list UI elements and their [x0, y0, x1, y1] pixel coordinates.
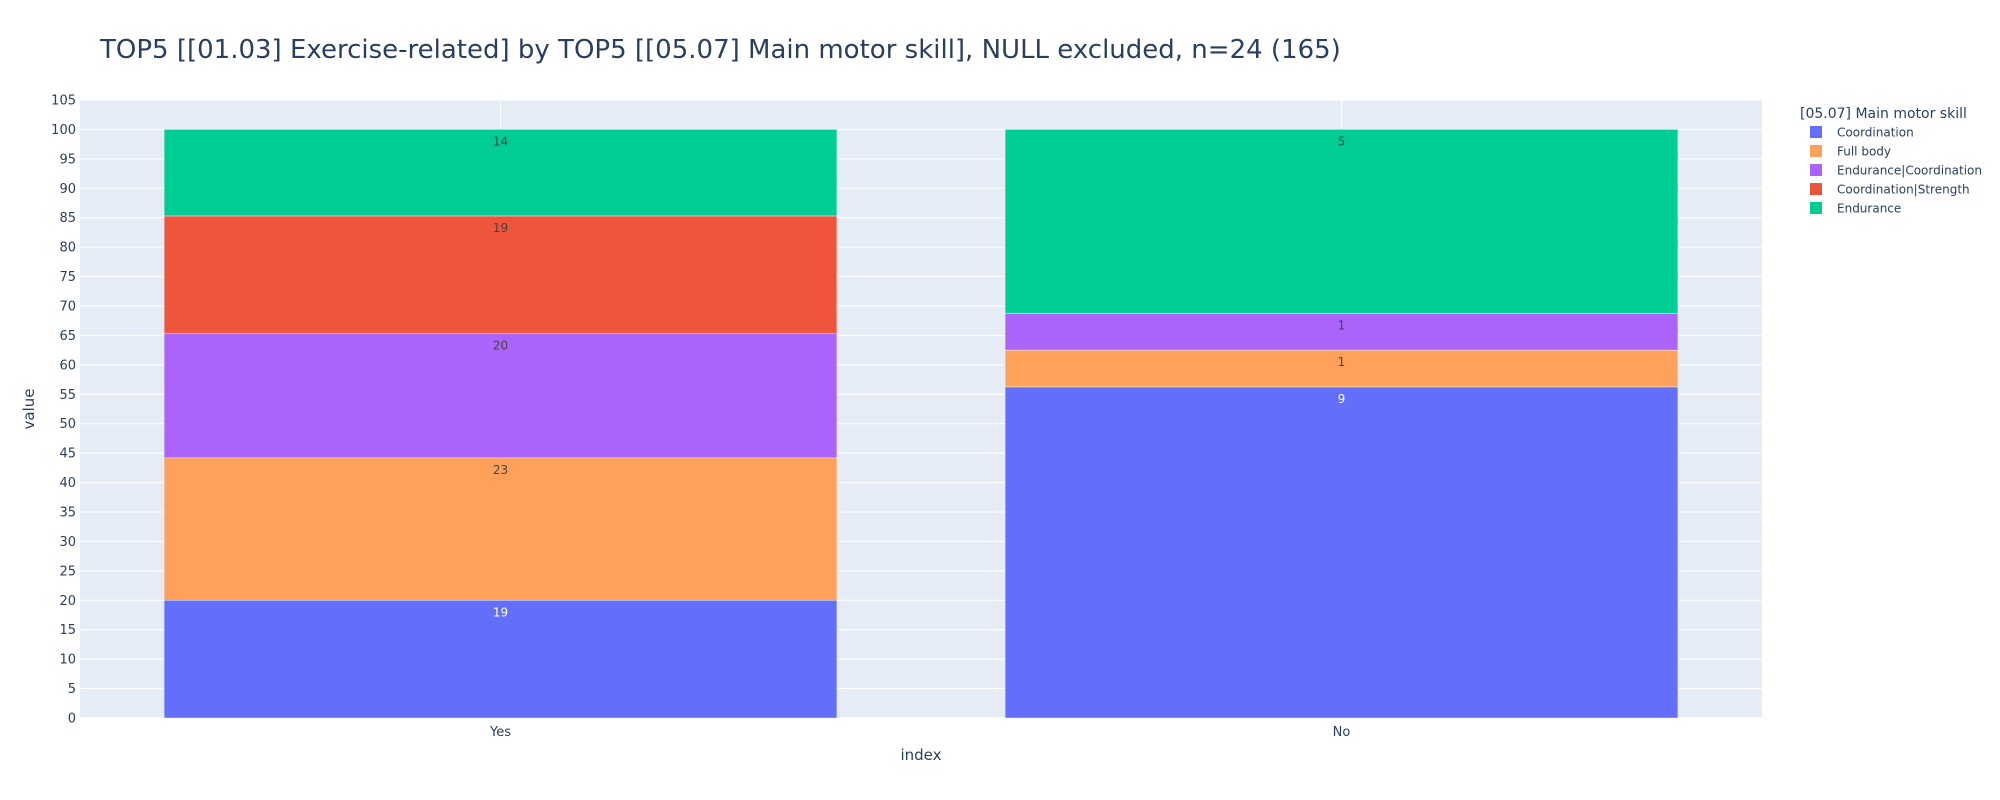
y-tick-label: 30: [59, 535, 76, 550]
chart-title: TOP5 [[01.03] Exercise-related] by TOP5 …: [99, 35, 1341, 65]
y-axis-label: value: [20, 389, 38, 430]
bar-segment: [1004, 129, 1679, 314]
bar-segment: [163, 333, 838, 459]
y-tick-label: 100: [51, 123, 76, 138]
legend-swatch: [1810, 126, 1822, 138]
y-tick-label: 105: [51, 94, 76, 109]
bar-segment: [163, 457, 838, 601]
legend-item-label: Coordination|Strength: [1837, 183, 1970, 197]
legend: [05.07] Main motor skill Coordination Ful…: [1800, 106, 1982, 216]
legend-swatch: [1810, 183, 1822, 195]
legend-swatch: [1810, 164, 1822, 176]
bar-value-label: 20: [493, 339, 508, 353]
y-tick-label: 60: [59, 358, 76, 373]
y-tick-label: 80: [59, 241, 76, 256]
y-tick-label: 45: [59, 447, 76, 462]
y-tick-label: 55: [59, 388, 76, 403]
bars: [163, 129, 1679, 719]
legend-title: [05.07] Main motor skill: [1800, 106, 1967, 122]
y-tick-label: 15: [59, 623, 76, 638]
y-tick-label: 35: [59, 506, 76, 521]
bar-segment: [163, 129, 838, 217]
legend-item-label: Endurance: [1837, 202, 1901, 216]
legend-item-label: Full body: [1837, 145, 1891, 159]
legend-item-label: Coordination: [1837, 126, 1914, 140]
bar-value-label: 9: [1338, 392, 1346, 406]
y-tick-label: 75: [59, 270, 76, 285]
bar-labels: 19 23 20 19 14 9 1 1 5: [493, 134, 1345, 619]
y-tick-label: 85: [59, 211, 76, 226]
bar-value-label: 1: [1338, 318, 1346, 332]
y-tick-label: 90: [59, 182, 76, 197]
bar-segment: [163, 215, 838, 334]
bar-segment: [1004, 386, 1679, 719]
bar-segment: [1004, 349, 1679, 388]
y-tick-label: 0: [68, 712, 76, 727]
y-tick-label: 40: [59, 476, 76, 491]
bar-value-label: 1: [1338, 355, 1346, 369]
y-tick-label: 65: [59, 329, 76, 344]
x-axis-ticks: Yes No: [489, 725, 1350, 740]
y-tick-label: 5: [68, 682, 76, 697]
bar-value-label: 5: [1338, 134, 1346, 148]
bar-value-label: 23: [493, 463, 508, 477]
x-tick-label: No: [1333, 725, 1351, 740]
bar-value-label: 19: [493, 221, 508, 235]
y-tick-label: 50: [59, 417, 76, 432]
y-tick-label: 25: [59, 564, 76, 579]
bar-segment: [163, 600, 838, 719]
y-axis-ticks: 0 5 10 15 20 25 30 35 40 45 50 55 60 65 70 75 80 85 90 95 10…: [51, 94, 76, 727]
y-tick-label: 70: [59, 300, 76, 315]
y-tick-label: 95: [59, 152, 76, 167]
y-tick-label: 20: [59, 594, 76, 609]
legend-item-label: Endurance|Coordination: [1837, 164, 1982, 178]
x-tick-label: Yes: [489, 725, 511, 740]
legend-swatch: [1810, 202, 1822, 214]
y-tick-label: 10: [59, 653, 76, 668]
bar-value-label: 19: [493, 605, 508, 619]
legend-swatch: [1810, 145, 1822, 157]
x-axis-label: index: [900, 746, 941, 764]
bar-value-label: 14: [493, 134, 508, 148]
bar-segment: [1004, 313, 1679, 351]
